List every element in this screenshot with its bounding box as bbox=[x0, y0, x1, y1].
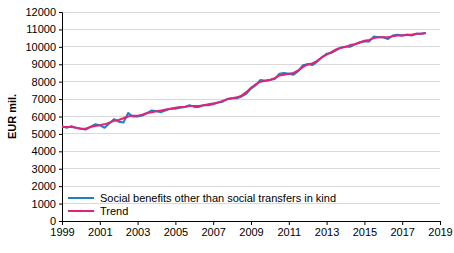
tick-mark bbox=[138, 221, 139, 225]
tick-label: 2015 bbox=[353, 226, 377, 238]
legend-swatch bbox=[68, 210, 94, 212]
tick-mark bbox=[100, 221, 101, 225]
tick-mark bbox=[327, 221, 328, 225]
series-line bbox=[62, 33, 426, 130]
series-line bbox=[62, 33, 426, 129]
grid-line bbox=[62, 29, 440, 30]
tick: 12000 bbox=[25, 6, 62, 18]
tick: 2001 bbox=[88, 221, 112, 238]
tick-mark bbox=[213, 221, 214, 225]
legend-label: Social benefits other than social transf… bbox=[100, 192, 336, 204]
tick: 2017 bbox=[390, 221, 414, 238]
tick-mark bbox=[440, 221, 441, 225]
tick-label: 1000 bbox=[32, 198, 56, 210]
tick: 2003 bbox=[126, 221, 150, 238]
tick: 4000 bbox=[32, 145, 62, 157]
tick-label: 2003 bbox=[126, 226, 150, 238]
tick-mark bbox=[364, 221, 365, 225]
tick-label: 2009 bbox=[239, 226, 263, 238]
tick-label: 2007 bbox=[201, 226, 225, 238]
tick: 3000 bbox=[32, 163, 62, 175]
tick: 2013 bbox=[315, 221, 339, 238]
y-axis-title: EUR mil. bbox=[6, 94, 18, 139]
tick-mark bbox=[175, 221, 176, 225]
tick-mark bbox=[59, 47, 62, 48]
tick-label: 2000 bbox=[32, 180, 56, 192]
tick-label: 9000 bbox=[32, 58, 56, 70]
tick: 2011 bbox=[277, 221, 301, 238]
tick-mark bbox=[59, 12, 62, 13]
tick-mark bbox=[289, 221, 290, 225]
grid-line bbox=[62, 186, 440, 187]
tick-label: 2019 bbox=[428, 226, 452, 238]
legend: Social benefits other than social transf… bbox=[68, 192, 336, 217]
tick-label: 12000 bbox=[25, 6, 56, 18]
grid-line bbox=[62, 116, 440, 117]
grid bbox=[62, 12, 440, 221]
tick-mark bbox=[59, 117, 62, 118]
tick: 2015 bbox=[353, 221, 377, 238]
tick-label: 5000 bbox=[32, 128, 56, 140]
tick-mark bbox=[59, 82, 62, 83]
grid-line bbox=[62, 168, 440, 169]
y-axis: 0 1000 2000 3000 4000 5000 6000 7000 8000 9000 100… bbox=[25, 6, 62, 227]
tick-label: 10000 bbox=[25, 41, 56, 53]
tick-label: 2005 bbox=[164, 226, 188, 238]
tick: 2009 bbox=[239, 221, 263, 238]
tick-label: 2011 bbox=[277, 226, 301, 238]
tick: 2000 bbox=[32, 180, 62, 192]
tick-label: 1999 bbox=[50, 226, 74, 238]
grid-line bbox=[62, 99, 440, 100]
tick-label: 11000 bbox=[26, 23, 56, 35]
tick-label: 7000 bbox=[32, 93, 56, 105]
tick: 2005 bbox=[164, 221, 188, 238]
tick: 8000 bbox=[32, 76, 62, 88]
tick-mark bbox=[59, 186, 62, 187]
plot-area bbox=[62, 33, 426, 130]
tick-mark bbox=[402, 221, 403, 225]
tick-mark bbox=[59, 221, 62, 222]
tick: 9000 bbox=[32, 58, 62, 70]
tick-label: 2017 bbox=[390, 226, 414, 238]
tick-mark bbox=[59, 29, 62, 30]
grid-line bbox=[62, 81, 440, 82]
grid-line bbox=[62, 151, 440, 152]
tick: 11000 bbox=[26, 23, 62, 35]
tick-label: 2001 bbox=[88, 226, 112, 238]
tick-mark bbox=[59, 204, 62, 205]
tick-mark bbox=[251, 221, 252, 225]
grid-line bbox=[62, 12, 440, 13]
tick: 1000 bbox=[32, 198, 62, 210]
axis-line bbox=[63, 222, 441, 226]
tick-label: 0 bbox=[50, 215, 56, 227]
tick-label: 8000 bbox=[32, 76, 56, 88]
tick-mark bbox=[59, 64, 62, 65]
tick-mark bbox=[59, 151, 62, 152]
grid-line bbox=[62, 133, 440, 134]
legend-label: Trend bbox=[100, 205, 128, 217]
tick-label: 2013 bbox=[315, 226, 339, 238]
x-axis: 1999 2001 2003 2005 2007 2009 2011 2013 2015 2017… bbox=[50, 221, 452, 238]
grid-line bbox=[62, 64, 440, 65]
tick-mark bbox=[59, 169, 62, 170]
tick: 7000 bbox=[32, 93, 62, 105]
tick-mark bbox=[59, 99, 62, 100]
tick: 10000 bbox=[25, 41, 62, 53]
tick: 2007 bbox=[201, 221, 225, 238]
legend-swatch bbox=[68, 197, 94, 199]
tick-label: 3000 bbox=[32, 163, 56, 175]
tick: 0 bbox=[50, 215, 62, 227]
tick: 5000 bbox=[32, 128, 62, 140]
axis-line bbox=[59, 13, 63, 222]
grid-line bbox=[62, 46, 440, 47]
tick: 6000 bbox=[32, 111, 62, 123]
tick: 2019 bbox=[428, 221, 452, 238]
tick-label: 6000 bbox=[32, 111, 56, 123]
chart: 1999 2001 2003 2005 2007 2009 2011 2013 2015 2017… bbox=[0, 0, 454, 253]
tick-mark bbox=[59, 134, 62, 135]
tick-label: 4000 bbox=[32, 145, 56, 157]
